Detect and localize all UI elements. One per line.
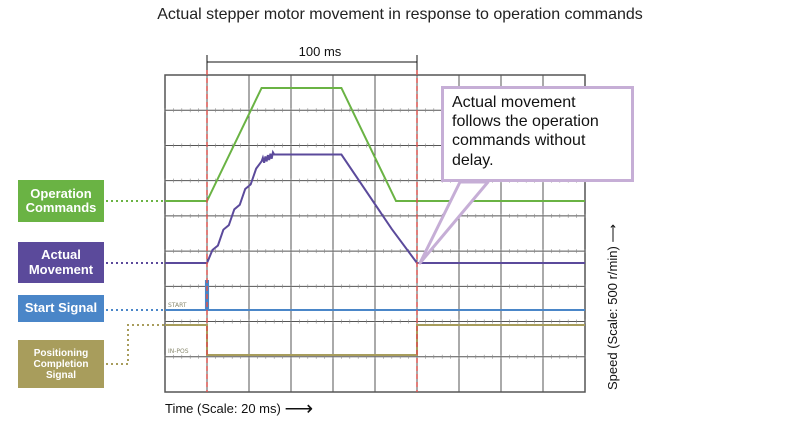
chart-title: Actual stepper motor movement in respons… — [157, 6, 643, 23]
start-trace-label: START — [168, 302, 187, 309]
speed-axis-text: Speed (Scale: 500 r/min) — [605, 246, 620, 390]
callout-box: Actual movement follows the operation co… — [441, 86, 634, 182]
time-axis-label: Time (Scale: 20 ms) ⟶ — [165, 396, 313, 421]
actual-movement-series — [165, 149, 585, 264]
time-axis-text: Time (Scale: 20 ms) — [165, 401, 281, 416]
positioning-completion-series — [165, 324, 585, 356]
positioning-leader-line — [106, 324, 165, 365]
inpos-trace-label: IN-POS — [168, 348, 189, 355]
time-arrow-icon: ⟶ — [284, 398, 314, 420]
speed-axis-label: Speed (Scale: 500 r/min) ⟶ — [605, 224, 621, 390]
callout-pointer — [418, 180, 490, 265]
start-signal-label: Start Signal — [18, 295, 104, 322]
speed-arrow-icon: ⟶ — [605, 223, 620, 243]
duration-label: 100 ms — [298, 44, 342, 59]
operation-commands-label: Operation Commands — [18, 180, 104, 222]
positioning-completion-label: Positioning Completion Signal — [18, 340, 104, 388]
actual-movement-label: Actual Movement — [18, 242, 104, 283]
